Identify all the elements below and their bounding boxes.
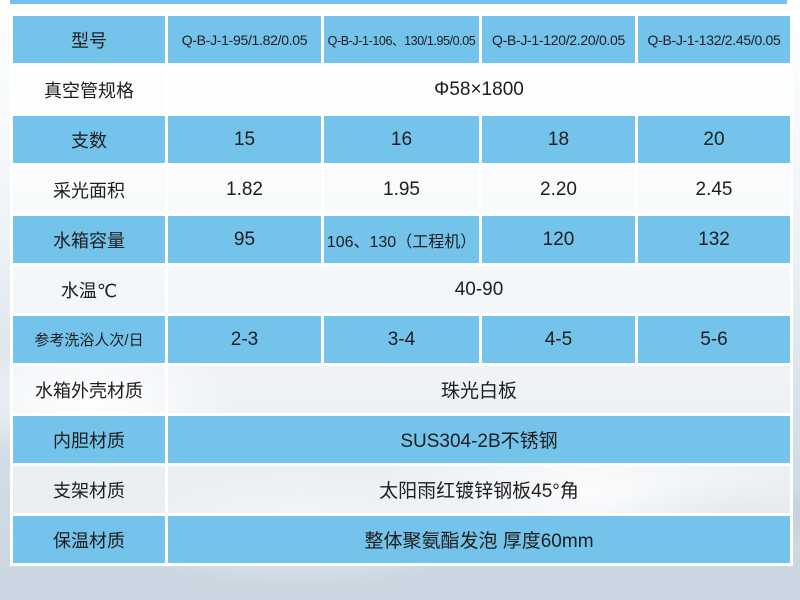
row-lighting-area: 采光面积 1.82 1.95 2.20 2.45 <box>10 163 793 216</box>
row-label: 参考洗浴人次/日 <box>10 313 168 366</box>
value-cell: 珠光白板 <box>165 363 793 416</box>
cropped-row-sliver <box>10 0 787 4</box>
value-cell: 太阳雨红镀锌钢板45°角 <box>165 463 793 516</box>
row-label: 保温材质 <box>10 513 168 566</box>
value-cell: 2.45 <box>635 163 793 216</box>
value-cell: 95 <box>165 213 324 266</box>
value-cell: 1.82 <box>165 163 324 216</box>
model-cell: Q-B-J-1-132/2.45/0.05 <box>635 13 793 66</box>
value-cell: 132 <box>635 213 793 266</box>
value-cell: 3-4 <box>321 313 482 366</box>
value-cell: Φ58×1800 <box>165 63 793 116</box>
value-cell: SUS304-2B不锈钢 <box>165 413 793 466</box>
row-label: 水箱容量 <box>10 213 168 266</box>
row-tank-capacity: 水箱容量 95 106、130（工程机） 120 132 <box>10 213 793 266</box>
value-cell: 16 <box>321 113 482 166</box>
value-cell: 15 <box>165 113 324 166</box>
row-label: 内胆材质 <box>10 413 168 466</box>
row-label: 支数 <box>10 113 168 166</box>
value-cell: 2-3 <box>165 313 324 366</box>
row-bracket-material: 支架材质 太阳雨红镀锌钢板45°角 <box>10 463 793 516</box>
row-label: 水箱外壳材质 <box>10 363 168 416</box>
value-cell: 4-5 <box>479 313 638 366</box>
value-cell: 40-90 <box>165 263 793 316</box>
model-cell: Q-B-J-1-120/2.20/0.05 <box>479 13 638 66</box>
row-tube-spec: 真空管规格 Φ58×1800 <box>10 63 793 116</box>
row-label: 真空管规格 <box>10 63 168 116</box>
value-cell: 20 <box>635 113 793 166</box>
row-shell-material: 水箱外壳材质 珠光白板 <box>10 363 793 416</box>
value-cell: 2.20 <box>479 163 638 216</box>
row-liner-material: 内胆材质 SUS304-2B不锈钢 <box>10 413 793 466</box>
row-label: 型号 <box>10 13 168 66</box>
row-insulation-material: 保温材质 整体聚氨酯发泡 厚度60mm <box>10 513 793 566</box>
value-cell: 5-6 <box>635 313 793 366</box>
row-label: 支架材质 <box>10 463 168 516</box>
value-cell: 1.95 <box>321 163 482 216</box>
row-tube-count: 支数 15 16 18 20 <box>10 113 793 166</box>
model-cell: Q-B-J-1-106、130/1.95/0.05 <box>321 13 482 66</box>
row-model: 型号 Q-B-J-1-95/1.82/0.05 Q-B-J-1-106、130/… <box>10 13 793 66</box>
row-water-temp: 水温℃ 40-90 <box>10 263 793 316</box>
model-cell: Q-B-J-1-95/1.82/0.05 <box>165 13 324 66</box>
value-cell: 106、130（工程机） <box>321 213 482 266</box>
spec-table: 型号 Q-B-J-1-95/1.82/0.05 Q-B-J-1-106、130/… <box>10 13 793 566</box>
value-cell: 整体聚氨酯发泡 厚度60mm <box>165 513 793 566</box>
value-cell: 120 <box>479 213 638 266</box>
row-label: 采光面积 <box>10 163 168 216</box>
row-label: 水温℃ <box>10 263 168 316</box>
row-bathing-persons: 参考洗浴人次/日 2-3 3-4 4-5 5-6 <box>10 313 793 366</box>
value-cell: 18 <box>479 113 638 166</box>
